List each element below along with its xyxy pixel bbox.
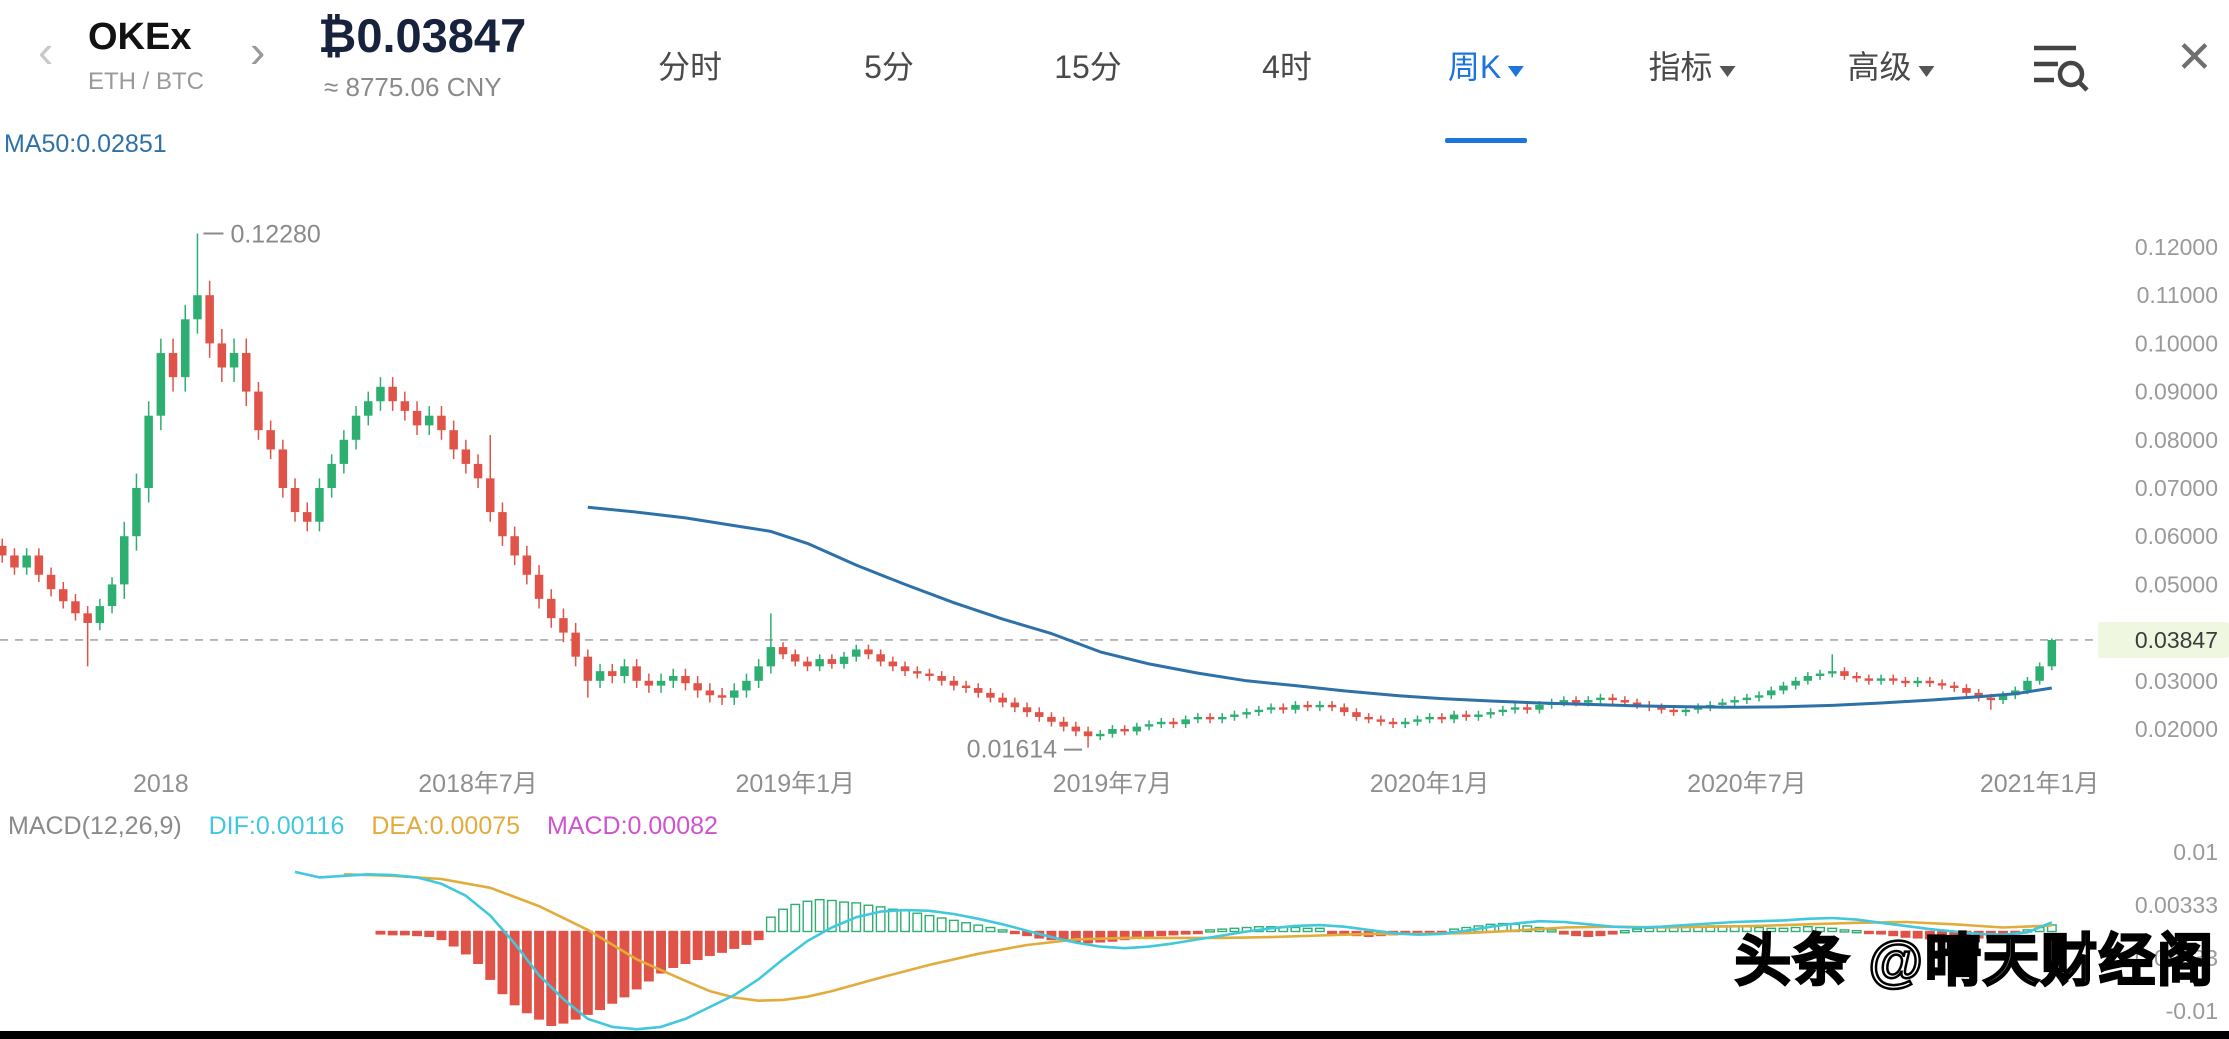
svg-text:0.00333: 0.00333 [2135,892,2218,918]
svg-text:0.03847: 0.03847 [2135,627,2218,653]
svg-text:2018: 2018 [133,770,189,798]
indicator-settings-icon[interactable] [2030,40,2090,99]
svg-text:2019年7月: 2019年7月 [1053,770,1173,798]
pair-name: ETH / BTC [88,68,205,95]
current-price-btc: ₿0.03847 [318,8,526,63]
svg-text:0.11000: 0.11000 [2137,282,2218,308]
current-price-cny: ≈ 8775.06 CNY [324,72,502,102]
watermark: 头条 @晴天财经阁 [1734,928,2215,994]
svg-text:-0.00333: -0.00333 [2127,945,2218,971]
tab-advanced[interactable]: 高级 [1847,42,1935,88]
bottom-bar [0,1031,2229,1039]
btc-price-value: 0.03847 [356,9,527,62]
tab-indicator[interactable]: 指标 [1648,42,1736,88]
svg-text:0.02000: 0.02000 [2135,716,2218,742]
tab-5min[interactable]: 5分 [864,49,914,85]
svg-text:0.09000: 0.09000 [2135,379,2218,405]
tab-week-k[interactable]: 周K [1448,42,1525,88]
dropdown-triangle-icon [1508,66,1525,77]
svg-text:0.03000: 0.03000 [2135,668,2218,694]
tab-15min[interactable]: 15分 [1054,49,1122,85]
svg-text:2020年1月: 2020年1月 [1370,770,1490,798]
macd-param-label: MACD(12,26,9) [8,812,182,840]
svg-text:2019年1月: 2019年1月 [735,770,855,798]
svg-text:-0.01: -0.01 [2166,998,2218,1024]
active-tab-underline [1445,138,1527,143]
svg-text:0.05000: 0.05000 [2135,571,2218,597]
btc-symbol: ₿ [318,9,357,62]
svg-text:0.12280: 0.12280 [230,221,320,249]
tab-time-share[interactable]: 分时 [657,49,723,85]
macd-indicator-labels: MACD(12,26,9) DIF:0.00116 DEA:0.00075 MA… [8,812,738,841]
dropdown-triangle-icon [1719,66,1736,77]
svg-text:2020年7月: 2020年7月 [1687,770,1807,798]
svg-text:0.01614: 0.01614 [967,736,1057,764]
svg-text:0.08000: 0.08000 [2135,427,2218,453]
svg-text:2021年1月: 2021年1月 [1980,770,2100,798]
macd-dif-label: DIF:0.00116 [208,812,345,840]
macd-value-label: MACD:0.00082 [546,812,718,840]
svg-text:0.10000: 0.10000 [2135,330,2218,356]
macd-chart[interactable]: 0.01 0.00333 -0.00333 -0.01 [0,810,2229,1039]
svg-text:0.01: 0.01 [2173,839,2218,865]
svg-text:0.06000: 0.06000 [2135,523,2218,549]
svg-text:0.07000: 0.07000 [2135,475,2218,501]
close-icon[interactable]: ✕ [2176,33,2213,82]
next-pair-arrow-icon[interactable]: › [250,25,266,77]
macd-dea-label: DEA:0.00075 [371,812,521,840]
svg-text:0.12000: 0.12000 [2135,234,2218,260]
prev-pair-arrow-icon[interactable]: ‹ [38,25,54,77]
exchange-name: OKEx [88,16,192,58]
tab-4hour[interactable]: 4时 [1262,49,1312,85]
ma50-label: MA50:0.02851 [4,130,167,158]
candlestick-chart[interactable]: 0.12280 0.01614 0.12000 0.11000 0.10000 0.090… [0,130,2229,810]
svg-text:2018年7月: 2018年7月 [418,770,538,798]
dropdown-triangle-icon [1918,66,1935,77]
